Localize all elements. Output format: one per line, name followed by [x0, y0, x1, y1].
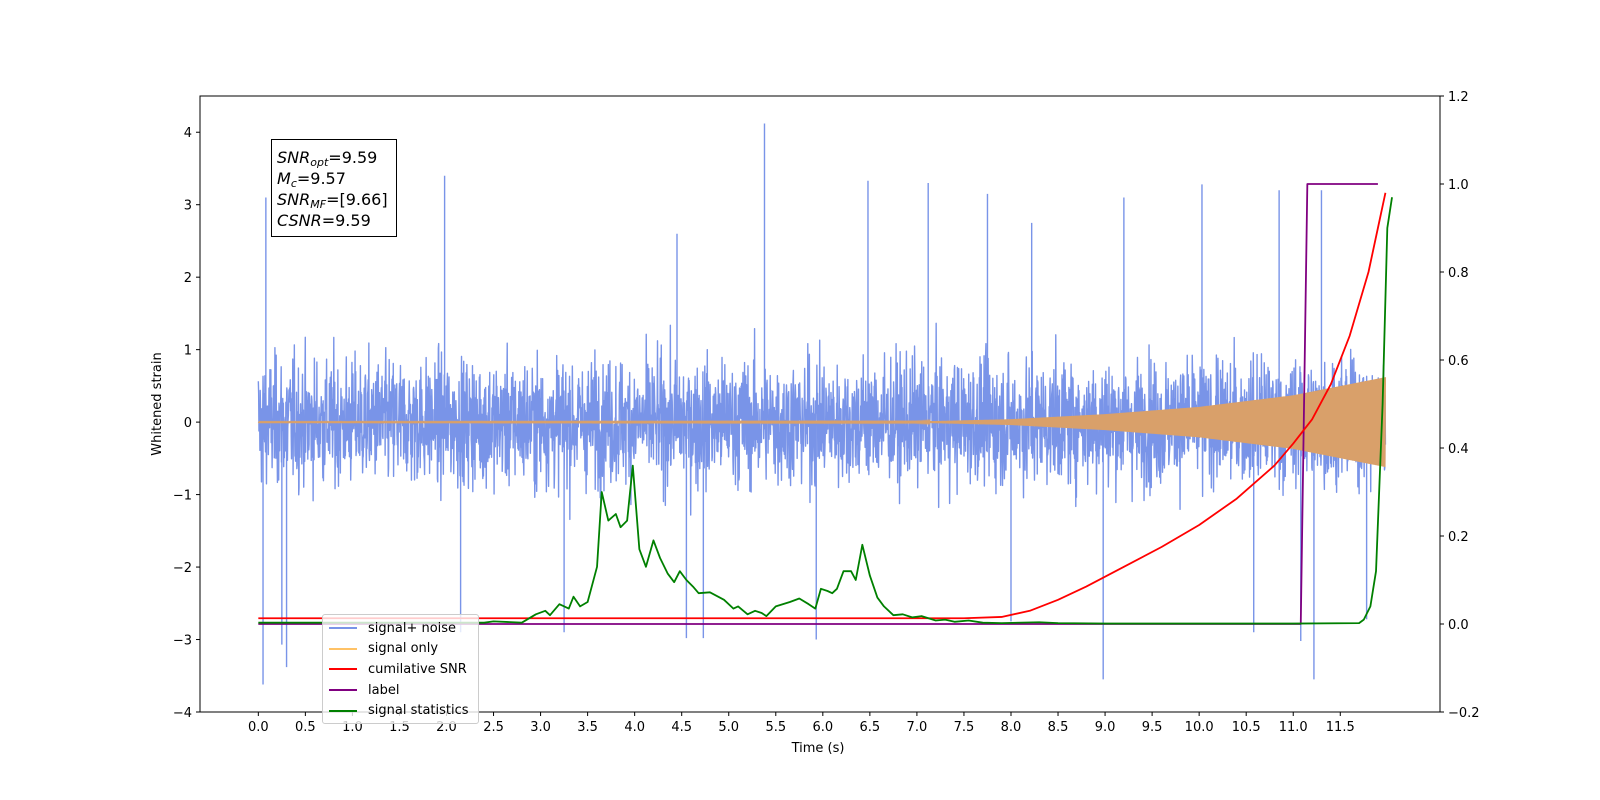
legend-item-label: label: [329, 680, 478, 701]
x-tick-label: 9.5: [1142, 720, 1163, 735]
x-axis-label: Time (s): [791, 741, 845, 756]
y2-tick-label: 0.2: [1448, 530, 1469, 545]
y-tick-label: 4: [184, 126, 192, 141]
y-tick-label: 2: [184, 271, 192, 286]
plot-frame: [199, 95, 1441, 713]
y2-tick-label: 1.0: [1448, 178, 1469, 193]
x-tick-label: 10.5: [1232, 720, 1261, 735]
y-tick-label: −2: [173, 561, 192, 576]
y-tick-label: −1: [173, 489, 192, 504]
legend: signal+ noise signal only cumilative SNR…: [322, 614, 479, 724]
x-tick-label: 5.0: [718, 720, 739, 735]
x-tick-label: 6.0: [812, 720, 833, 735]
y-tick-label: −3: [173, 634, 192, 649]
legend-item-signal-statistics: signal statistics: [329, 700, 478, 721]
y2-tick-label: −0.2: [1448, 706, 1480, 721]
x-tick-label: 8.5: [1048, 720, 1069, 735]
x-tick-label: 2.5: [483, 720, 504, 735]
series-label-line: [258, 183, 1378, 625]
annotation-csnr: CSNR=9.59: [277, 211, 371, 230]
x-tick-label: 0.0: [248, 720, 269, 735]
annotation-mc: Mc=9.57: [277, 169, 346, 190]
x-tick-label: 10.0: [1185, 720, 1214, 735]
snr-annotation-box: SNRopt=9.59 Mc=9.57 SNRMF=[9.66] CSNR=9.…: [271, 139, 397, 237]
y2-tick-label: 0.8: [1448, 266, 1469, 281]
x-tick-label: 8.0: [1001, 720, 1022, 735]
x-tick-label: 6.5: [860, 720, 881, 735]
series-signal-statistics-line: [258, 197, 1393, 625]
y2-tick-label: 0.4: [1448, 442, 1469, 457]
series-signal-noise-line: [257, 123, 1387, 685]
x-tick-label: 4.5: [671, 720, 692, 735]
legend-item-signal-only: signal only: [329, 639, 478, 660]
x-tick-label: 0.5: [295, 720, 316, 735]
y2-tick-label: 0.0: [1448, 618, 1469, 633]
x-tick-label: 7.5: [954, 720, 975, 735]
x-tick-label: 9.0: [1095, 720, 1116, 735]
y-axis-label: Whitened strain: [150, 352, 165, 455]
x-tick-label: 11.5: [1326, 720, 1355, 735]
series-cumilative-snr-line: [258, 192, 1387, 620]
y-tick-label: 0: [184, 416, 192, 431]
legend-item-signal-noise: signal+ noise: [329, 618, 478, 639]
annotation-snr-opt: SNRopt=9.59: [277, 148, 378, 169]
x-tick-label: 5.5: [765, 720, 786, 735]
y2-tick-label: 0.6: [1448, 354, 1469, 369]
annotation-snr-mf: SNRMF=[9.66]: [277, 190, 388, 211]
x-tick-label: 3.5: [577, 720, 598, 735]
y-tick-label: 3: [184, 199, 192, 214]
y-tick-label: 1: [184, 344, 192, 359]
y-axis-right: −0.2 0.0 0.2 0.4 0.6 0.8 1.0 1.2: [1440, 90, 1480, 721]
y-axis-left: −4 −3 −2 −1 0 1 2 3 4: [173, 126, 200, 721]
y-tick-label: −4: [173, 706, 192, 721]
x-tick-label: 4.0: [624, 720, 645, 735]
legend-item-cumilative-snr: cumilative SNR: [329, 659, 478, 680]
series-signal-only-line: [257, 377, 1387, 467]
series-layer: [257, 123, 1393, 685]
x-tick-label: 3.0: [530, 720, 551, 735]
y2-tick-label: 1.2: [1448, 90, 1469, 105]
x-tick-label: 7.0: [907, 720, 928, 735]
x-tick-label: 11.0: [1279, 720, 1308, 735]
